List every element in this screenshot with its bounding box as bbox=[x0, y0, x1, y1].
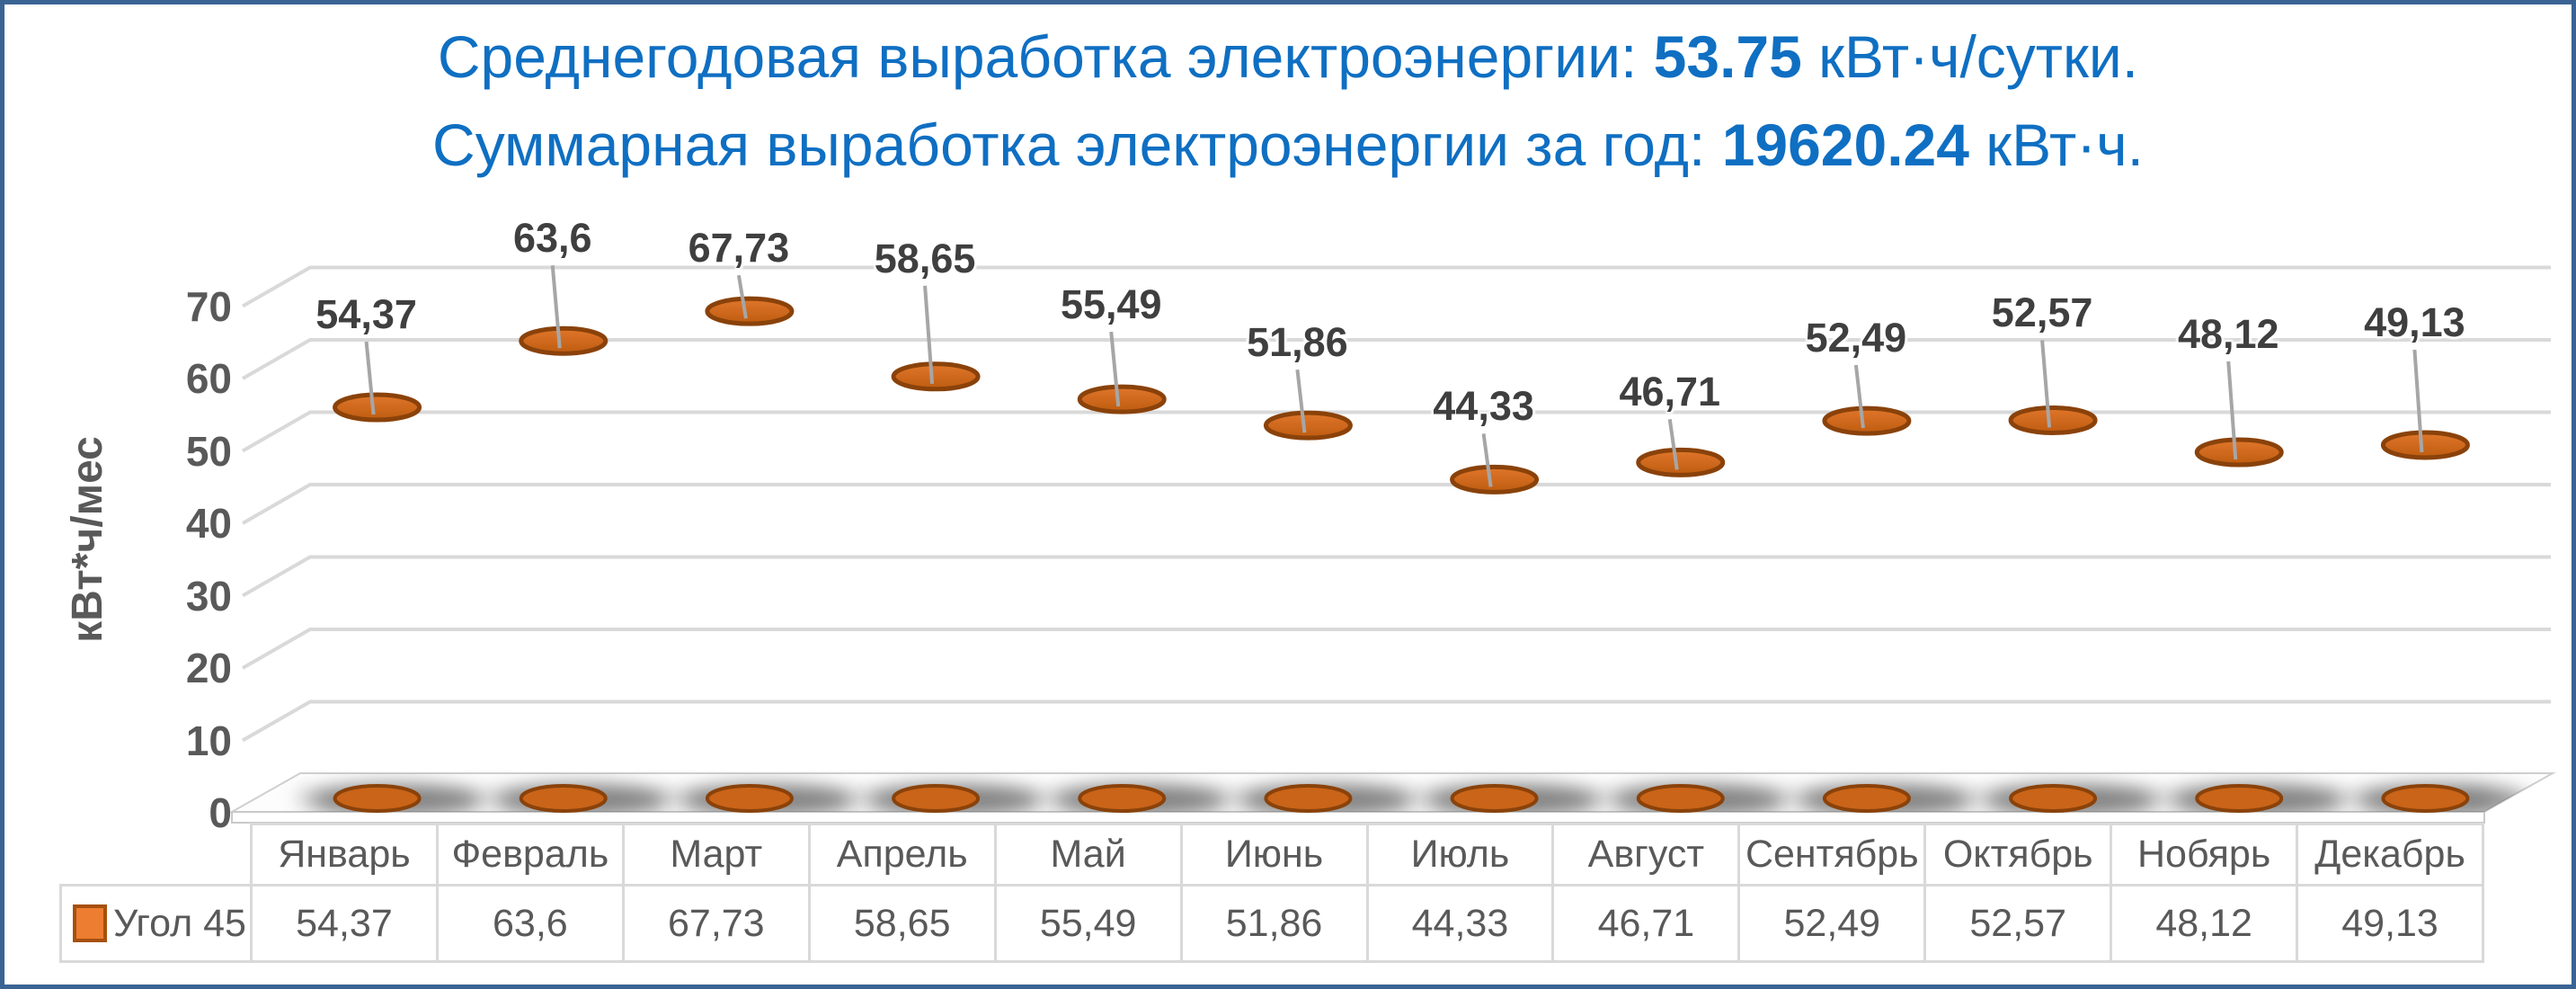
month-header-cell: Январь bbox=[253, 825, 436, 884]
leader-line bbox=[1295, 369, 1307, 433]
data-label: 49,13 bbox=[2364, 298, 2465, 345]
value-cell: 44,33 bbox=[1368, 887, 1552, 960]
y-tick-label: 20 bbox=[185, 645, 232, 691]
leader-line bbox=[2412, 349, 2424, 453]
value-cell: 48,12 bbox=[2112, 887, 2296, 960]
value-cell: 63,6 bbox=[438, 887, 622, 960]
chart-title: Среднегодовая выработка электроэнергии: … bbox=[0, 13, 2576, 189]
leader-line bbox=[1109, 331, 1121, 407]
data-label: 51,86 bbox=[1247, 319, 1348, 366]
month-header-cell: Июнь bbox=[1182, 825, 1366, 884]
leader-line bbox=[736, 274, 748, 319]
leader-line bbox=[1667, 419, 1679, 470]
y-tick-label: 30 bbox=[185, 572, 232, 619]
data-label: 63,6 bbox=[512, 215, 592, 262]
grid-line bbox=[242, 265, 2551, 308]
value-cell: 51,86 bbox=[1182, 887, 1366, 960]
month-header-cell: Август bbox=[1554, 825, 1738, 884]
bar-cylinder bbox=[1450, 464, 1540, 813]
leader-line bbox=[2226, 361, 2238, 460]
grid-line bbox=[242, 338, 2551, 380]
grid-line bbox=[242, 555, 2551, 598]
value-cell: 55,49 bbox=[996, 887, 1180, 960]
legend-swatch-icon bbox=[73, 904, 107, 942]
grid-line bbox=[242, 628, 2551, 670]
data-table-month-header-row: Январь Февраль Март Апрель Май Июнь Июль Август… bbox=[250, 823, 2484, 884]
leader-line bbox=[364, 341, 376, 415]
bar-cylinder bbox=[1263, 410, 1353, 813]
bar-cylinder bbox=[2380, 430, 2470, 813]
month-header-cell: Апрель bbox=[810, 825, 994, 884]
data-label: 54,37 bbox=[315, 291, 417, 338]
value-cell: 46,71 bbox=[1554, 887, 1738, 960]
bar-cylinder bbox=[891, 361, 981, 813]
bar-cylinder bbox=[1822, 405, 1912, 813]
y-tick-label: 60 bbox=[185, 355, 232, 402]
y-tick-label: 70 bbox=[185, 282, 232, 330]
bar-cylinder bbox=[519, 325, 608, 813]
leader-line bbox=[1853, 364, 1865, 429]
bar-cylinder bbox=[705, 296, 795, 813]
bar-cylinder bbox=[1077, 384, 1167, 813]
legend-series-label: Угол 45 bbox=[113, 901, 246, 945]
grid-line bbox=[242, 699, 2551, 743]
floor-front-edge bbox=[231, 811, 2485, 824]
month-header-cell: Декабрь bbox=[2298, 825, 2482, 884]
chart-title-line-2: Суммарная выработка электроэнергии за го… bbox=[432, 111, 2144, 178]
legend-cell: Угол 45 bbox=[62, 887, 250, 960]
bar-cylinder bbox=[2008, 405, 2098, 813]
leader-line bbox=[1481, 433, 1493, 487]
bar-cylinder bbox=[1636, 447, 1726, 813]
chart-title-line-1: Среднегодовая выработка электроэнергии: … bbox=[437, 23, 2139, 90]
grid-line bbox=[242, 410, 2551, 453]
data-table-value-row: Угол 45 54,37 63,6 67,73 58,65 55,49 51,86 44,3… bbox=[59, 884, 2484, 963]
y-tick-label: 50 bbox=[185, 427, 232, 475]
month-header-cell: Октябрь bbox=[1926, 825, 2110, 884]
month-header-cell: Июль bbox=[1368, 825, 1552, 884]
month-header-cell: Нобярь bbox=[2112, 825, 2296, 884]
y-tick-label: 40 bbox=[185, 500, 232, 547]
value-cell: 67,73 bbox=[624, 887, 808, 960]
bar-cylinder bbox=[2194, 437, 2284, 813]
data-label: 52,49 bbox=[1805, 315, 1907, 361]
y-tick-label: 10 bbox=[185, 717, 232, 764]
month-header-cell: Май bbox=[996, 825, 1180, 884]
value-cell: 54,37 bbox=[253, 887, 436, 960]
grid-line bbox=[242, 483, 2551, 525]
data-label: 52,57 bbox=[1991, 290, 2093, 336]
data-label: 67,73 bbox=[688, 225, 790, 272]
annual-total-value: 19620.24 bbox=[1721, 111, 1969, 178]
value-cell: 49,13 bbox=[2298, 887, 2482, 960]
value-cell: 52,57 bbox=[1926, 887, 2110, 960]
data-label: 46,71 bbox=[1619, 369, 1721, 415]
leader-line bbox=[2040, 340, 2052, 428]
value-cell: 52,49 bbox=[1740, 887, 1924, 960]
data-label: 58,65 bbox=[874, 235, 976, 281]
month-header-cell: Февраль bbox=[438, 825, 622, 884]
value-cell: 58,65 bbox=[810, 887, 994, 960]
avg-daily-value: 53.75 bbox=[1653, 23, 1802, 90]
data-label: 55,49 bbox=[1060, 281, 1162, 328]
data-label: 44,33 bbox=[1433, 383, 1534, 430]
month-header-cell: Сентябрь bbox=[1740, 825, 1924, 884]
data-label: 48,12 bbox=[2177, 311, 2279, 358]
month-header-cell: Март bbox=[624, 825, 808, 884]
leader-line bbox=[550, 265, 562, 349]
bar-cylinder bbox=[333, 392, 422, 813]
leader-line bbox=[923, 285, 935, 384]
y-tick-label: 0 bbox=[209, 789, 232, 836]
